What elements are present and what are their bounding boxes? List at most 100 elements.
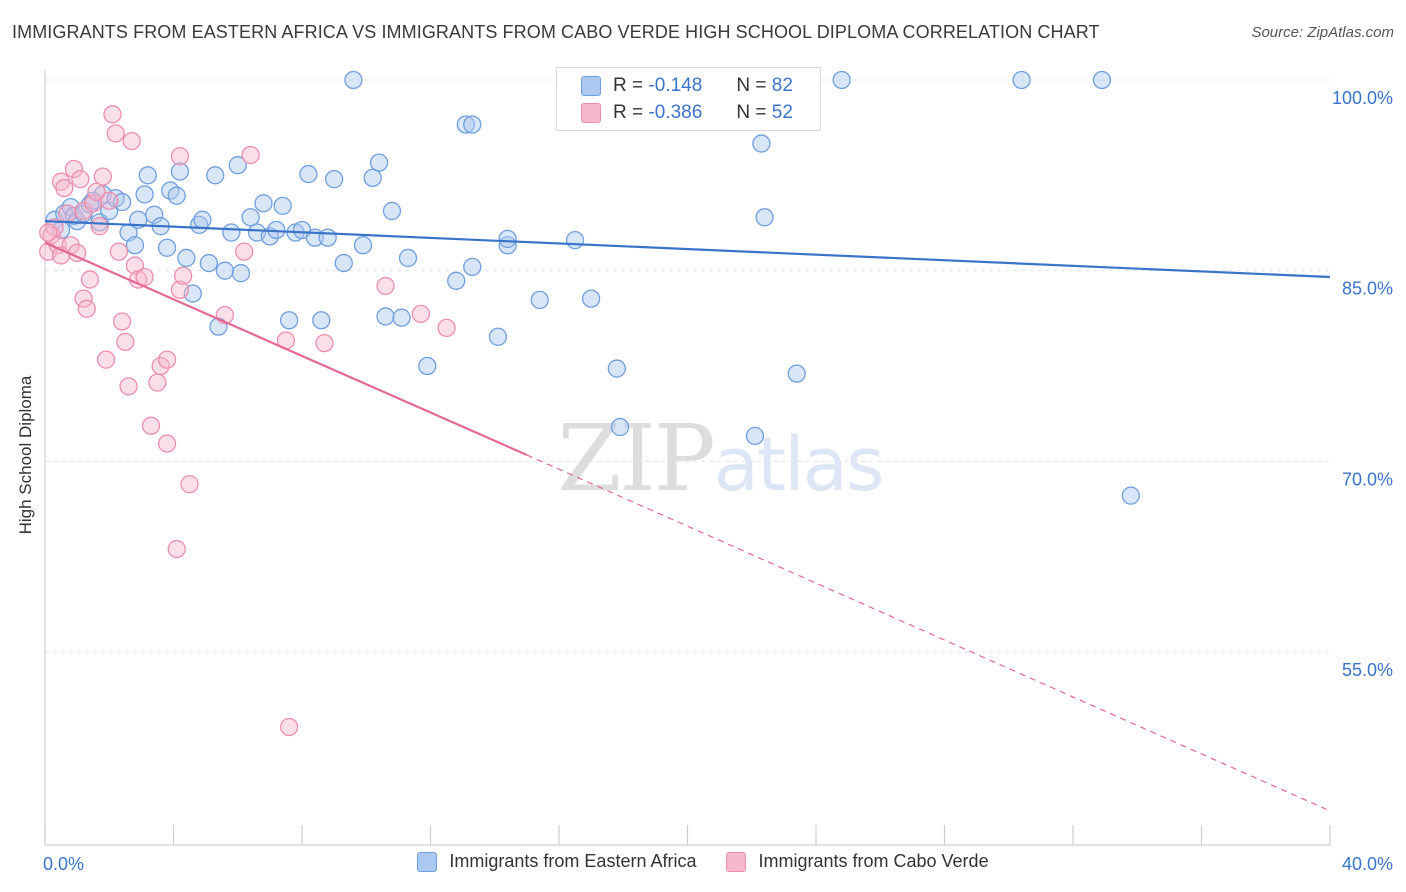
point-eastern-africa <box>463 257 482 277</box>
legend-swatch-pink <box>726 851 747 872</box>
chart-title: IMMIGRANTS FROM EASTERN AFRICA VS IMMIGR… <box>12 22 1100 42</box>
point-eastern-africa <box>167 186 186 205</box>
point-eastern-africa <box>755 208 774 227</box>
r-label: R = <box>613 75 644 96</box>
point-cabo-verde <box>55 178 74 198</box>
point-eastern-africa <box>279 311 299 330</box>
n-label: N = <box>736 75 767 96</box>
point-eastern-africa <box>363 168 382 188</box>
point-cabo-verde <box>74 201 93 221</box>
point-cabo-verde <box>279 717 299 737</box>
point-eastern-africa <box>353 236 373 255</box>
point-cabo-verde <box>87 182 106 202</box>
point-cabo-verde <box>119 377 138 396</box>
trendline-cabo-verde <box>44 241 528 456</box>
legend-label: Immigrants from Cabo Verde <box>758 851 989 871</box>
point-eastern-africa <box>832 70 851 90</box>
point-cabo-verde <box>235 242 254 261</box>
point-cabo-verde <box>173 266 193 285</box>
point-cabo-verde <box>411 304 431 324</box>
point-eastern-africa <box>565 231 585 250</box>
point-eastern-africa <box>228 156 247 175</box>
point-cabo-verde <box>80 270 100 289</box>
n-value: 82 <box>771 75 793 96</box>
point-cabo-verde <box>167 539 186 559</box>
point-eastern-africa <box>530 290 549 310</box>
point-cabo-verde <box>116 332 135 351</box>
point-eastern-africa <box>463 115 482 134</box>
point-eastern-africa <box>125 236 145 255</box>
points-layer <box>39 70 1140 737</box>
point-eastern-africa <box>193 210 212 229</box>
point-eastern-africa <box>745 426 765 446</box>
point-eastern-africa <box>752 134 771 153</box>
point-cabo-verde <box>93 167 112 186</box>
point-eastern-africa <box>215 261 235 280</box>
point-eastern-africa <box>376 307 395 326</box>
legend-swatch-pink <box>581 103 601 123</box>
y-axis-label: High School Diploma <box>16 375 35 535</box>
point-eastern-africa <box>324 169 344 189</box>
point-cabo-verde <box>39 223 58 242</box>
point-eastern-africa <box>344 70 363 90</box>
point-eastern-africa <box>382 201 402 221</box>
point-eastern-africa <box>398 248 418 268</box>
point-cabo-verde <box>170 147 190 166</box>
point-eastern-africa <box>1121 486 1140 505</box>
point-eastern-africa <box>190 215 209 235</box>
x-tick-label: 40.0% <box>1342 854 1393 874</box>
n-value: 52 <box>771 102 793 123</box>
tick-layer: 100.0% 85.0% 70.0% 55.0% 0.0% 40.0% <box>43 88 1393 874</box>
point-cabo-verde <box>106 124 125 143</box>
r-value: -0.386 <box>648 102 703 123</box>
y-tick-label: 55.0% <box>1342 660 1393 680</box>
point-cabo-verde <box>109 242 129 261</box>
point-eastern-africa <box>145 205 164 224</box>
point-eastern-africa <box>231 264 251 283</box>
point-eastern-africa <box>447 271 466 290</box>
point-eastern-africa <box>607 359 626 378</box>
y-tick-label: 100.0% <box>1332 88 1393 108</box>
legend-item-cabo-verde[interactable]: Immigrants from Cabo Verde <box>726 851 989 872</box>
point-eastern-africa <box>254 194 273 213</box>
y-tick-label: 85.0% <box>1342 279 1393 299</box>
point-cabo-verde <box>157 434 177 453</box>
trendline-cabo-verde-extension <box>526 454 1331 812</box>
y-tick-label: 70.0% <box>1342 469 1393 489</box>
point-cabo-verde <box>141 416 161 435</box>
stats-legend-row-eastern-africa: R = -0.148 N = 82 <box>581 73 793 99</box>
point-eastern-africa <box>135 185 154 204</box>
point-cabo-verde <box>376 276 395 296</box>
stats-legend: R = -0.148 N = 82 R = -0.386 N = 52 <box>556 67 821 131</box>
point-cabo-verde <box>64 159 84 179</box>
point-eastern-africa <box>610 417 630 437</box>
point-cabo-verde <box>96 350 116 369</box>
point-eastern-africa <box>488 327 508 346</box>
source-label: Source: ZipAtlas.com <box>1251 24 1394 41</box>
series-legend: Immigrants from Eastern Africa Immigrant… <box>0 851 1406 872</box>
legend-label: Immigrants from Eastern Africa <box>449 851 697 871</box>
point-cabo-verde <box>58 204 77 223</box>
point-cabo-verde <box>112 312 132 331</box>
point-eastern-africa <box>334 253 353 273</box>
point-eastern-africa <box>138 166 157 185</box>
axis-layer <box>44 70 1331 846</box>
point-cabo-verde <box>241 145 260 165</box>
legend-swatch-blue <box>581 76 601 96</box>
point-eastern-africa <box>318 228 337 247</box>
point-cabo-verde <box>180 475 199 494</box>
point-eastern-africa <box>456 115 475 134</box>
legend-item-eastern-africa[interactable]: Immigrants from Eastern Africa <box>417 851 696 872</box>
x-tick-label: 0.0% <box>43 854 84 874</box>
point-eastern-africa <box>299 164 318 184</box>
point-eastern-africa <box>1012 70 1031 90</box>
point-eastern-africa <box>222 223 241 242</box>
point-eastern-africa <box>170 162 190 181</box>
point-cabo-verde <box>148 373 167 392</box>
point-eastern-africa <box>312 311 331 330</box>
point-eastern-africa <box>1092 70 1112 90</box>
r-label: R = <box>613 102 644 123</box>
stats-legend-row-cabo-verde: R = -0.386 N = 52 <box>581 100 793 126</box>
point-eastern-africa <box>369 153 389 172</box>
